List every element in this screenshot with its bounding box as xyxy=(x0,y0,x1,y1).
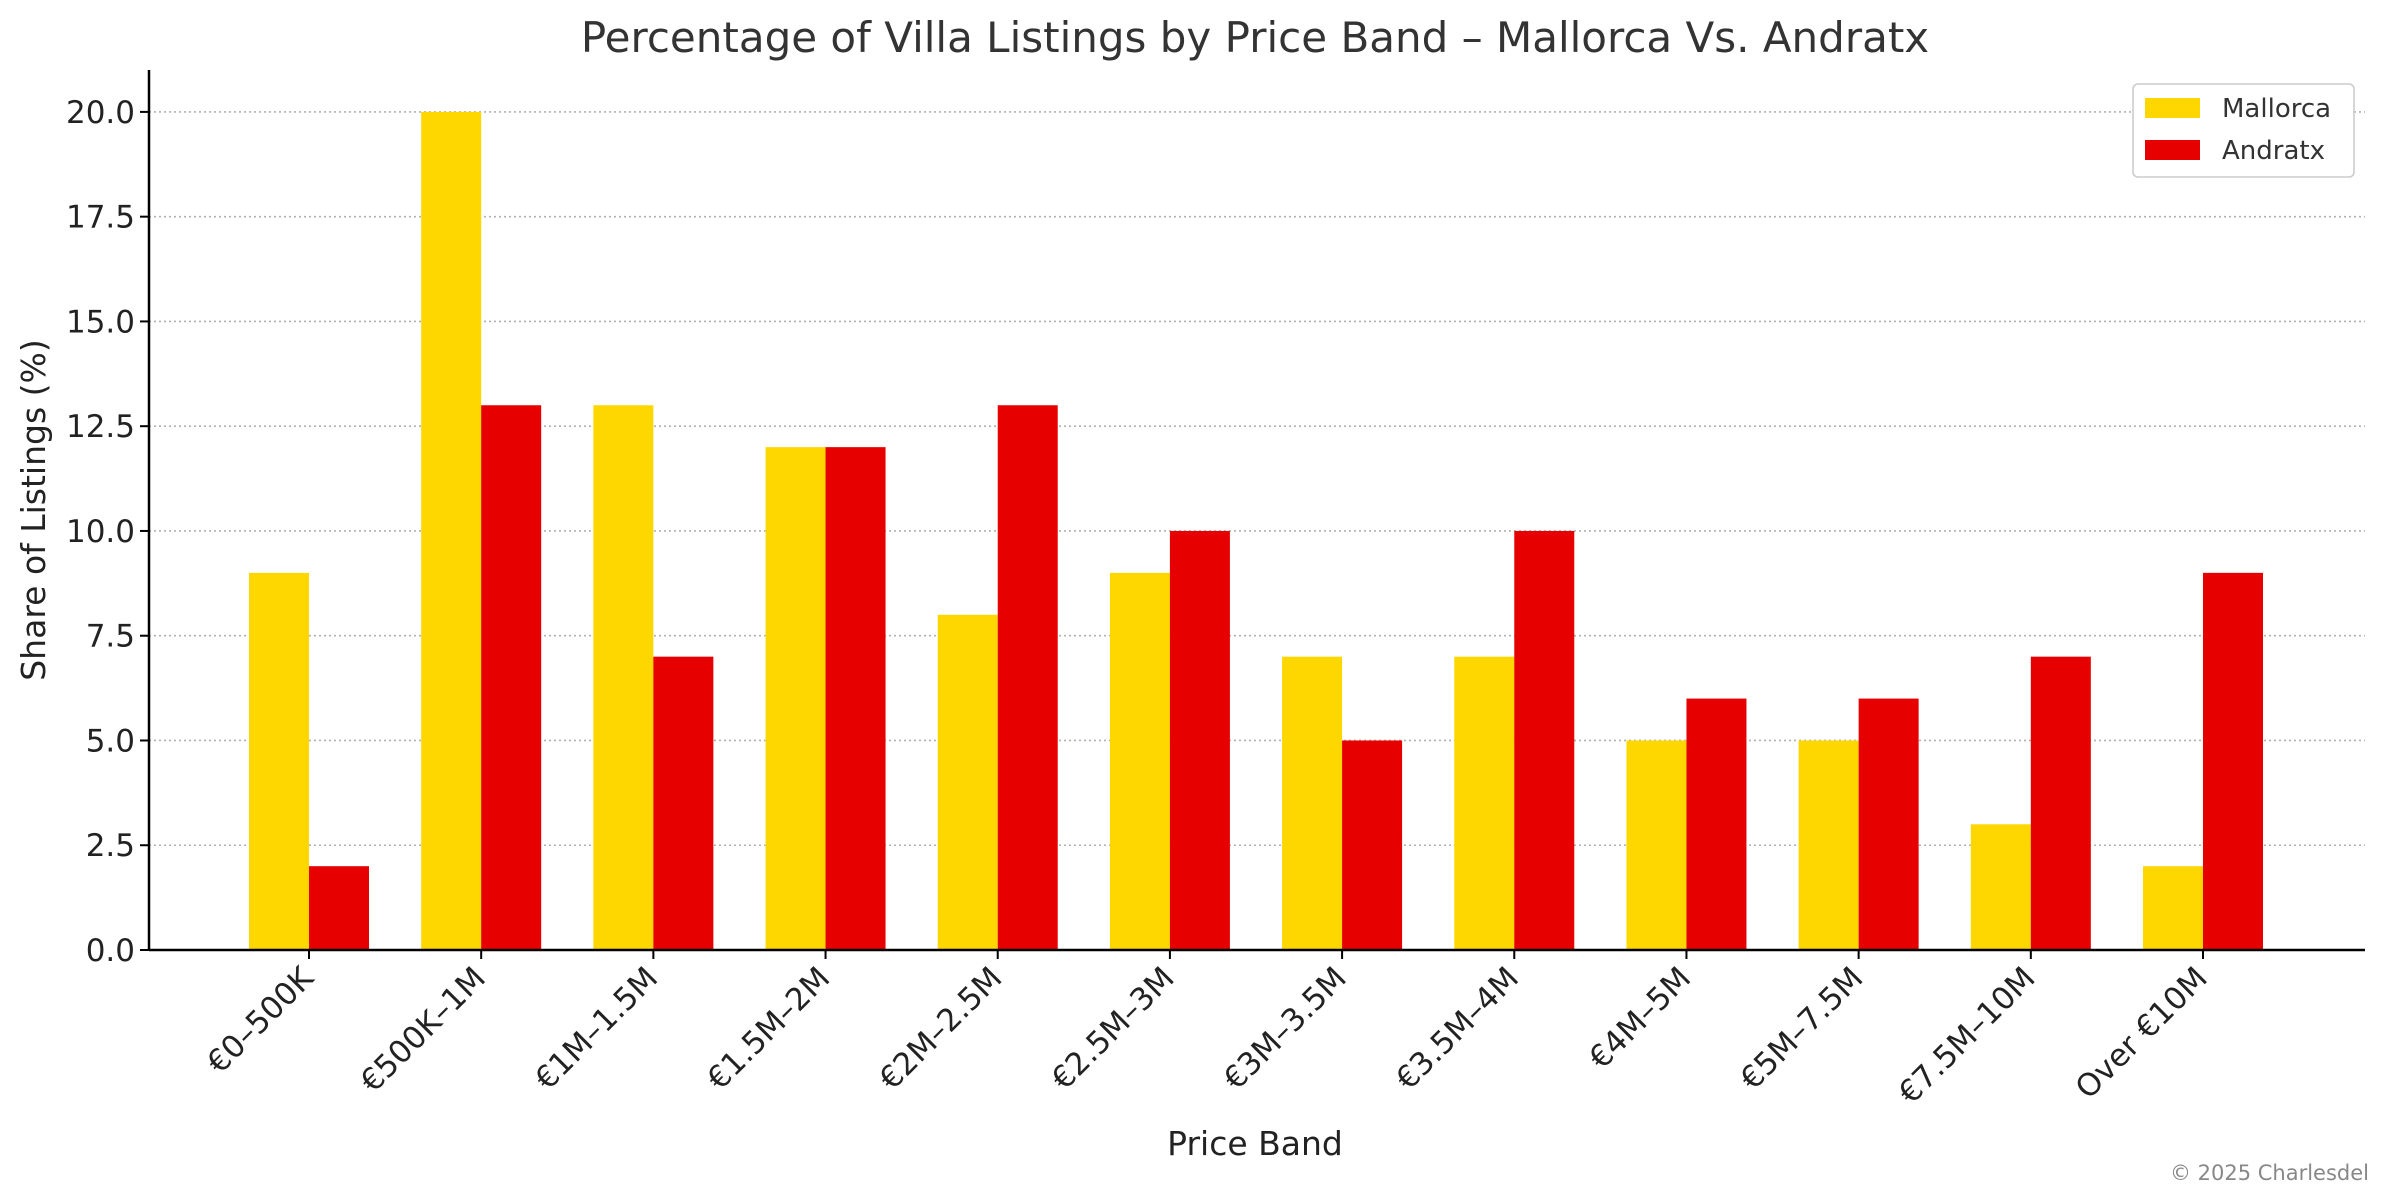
bar-mallorca xyxy=(421,111,482,950)
x-tick-label: €2.5M–3M xyxy=(1045,960,1182,1097)
bar-andratx xyxy=(1686,698,1747,950)
y-tick-label: 2.5 xyxy=(86,828,135,864)
bar-mallorca xyxy=(1798,740,1859,950)
x-tick-label: €1.5M–2M xyxy=(700,960,837,1097)
bar-mallorca xyxy=(593,405,654,950)
x-tick-label: €5M–7.5M xyxy=(1733,960,1870,1097)
x-axis-label: Price Band xyxy=(1167,1124,1343,1163)
y-tick-label: 10.0 xyxy=(66,514,135,550)
bar-andratx xyxy=(481,405,542,950)
legend: Mallorca Andratx xyxy=(2132,83,2355,178)
bar-mallorca xyxy=(1454,656,1515,950)
y-tick-label: 5.0 xyxy=(86,723,135,759)
bar-andratx xyxy=(2030,656,2091,950)
bar-andratx xyxy=(309,866,369,950)
bar-andratx xyxy=(1514,530,1575,950)
x-tick-label: €2M–2.5M xyxy=(872,960,1009,1097)
x-tick-label: €3M–3.5M xyxy=(1217,960,1354,1097)
bar-andratx xyxy=(653,656,714,950)
bar-mallorca xyxy=(249,572,309,950)
bar-mallorca xyxy=(1109,572,1170,950)
legend-swatch-mallorca xyxy=(2145,98,2200,118)
legend-label-andratx: Andratx xyxy=(2222,136,2325,166)
bar-mallorca xyxy=(1282,656,1343,950)
x-tick-label: €1M–1.5M xyxy=(528,960,665,1097)
x-tick-label: €4M–5M xyxy=(1582,960,1698,1076)
x-tick-label: Over €10M xyxy=(2069,960,2215,1106)
y-tick-label: 7.5 xyxy=(86,619,135,655)
bar-andratx xyxy=(1858,698,1919,950)
bar-mallorca xyxy=(1626,740,1687,950)
bar-andratx xyxy=(1342,740,1403,950)
y-axis-ticks: 0.0 2.5 5.0 7.5 10.0 12.5 15.0 17.5 20.0 xyxy=(66,95,149,969)
x-axis-ticks: €0–500K €500K–1M €1M–1.5M €1.5M–2M €2M–2.5M €… xyxy=(200,950,2215,1111)
copyright-credit: © 2025 Charlesdel xyxy=(2170,1161,2369,1185)
x-tick-label: €0–500K xyxy=(200,960,321,1081)
chart-title: Percentage of Villa Listings by Price Ba… xyxy=(581,13,1929,62)
y-axis-label: Share of Listings (%) xyxy=(14,339,53,681)
x-tick-label: €500K–1M xyxy=(353,960,492,1099)
bar-mallorca xyxy=(937,614,998,950)
bar-mallorca xyxy=(2143,866,2203,950)
bar-andratx xyxy=(997,405,1058,950)
legend-label-mallorca: Mallorca xyxy=(2222,94,2331,124)
y-tick-label: 20.0 xyxy=(66,95,135,131)
bar-andratx xyxy=(1169,530,1230,950)
bar-mallorca xyxy=(765,447,826,950)
legend-swatch-andratx xyxy=(2145,140,2200,160)
bars xyxy=(249,111,2263,950)
x-tick-label: €7.5M–10M xyxy=(1892,960,2043,1111)
y-tick-label: 0.0 xyxy=(86,933,135,969)
y-tick-label: 17.5 xyxy=(66,200,135,236)
x-tick-label: €3.5M–4M xyxy=(1389,960,1526,1097)
bar-mallorca xyxy=(1970,824,2031,950)
y-tick-label: 15.0 xyxy=(66,304,135,340)
bar-andratx xyxy=(2203,572,2263,950)
bar-andratx xyxy=(825,447,886,950)
y-tick-label: 12.5 xyxy=(66,409,135,445)
